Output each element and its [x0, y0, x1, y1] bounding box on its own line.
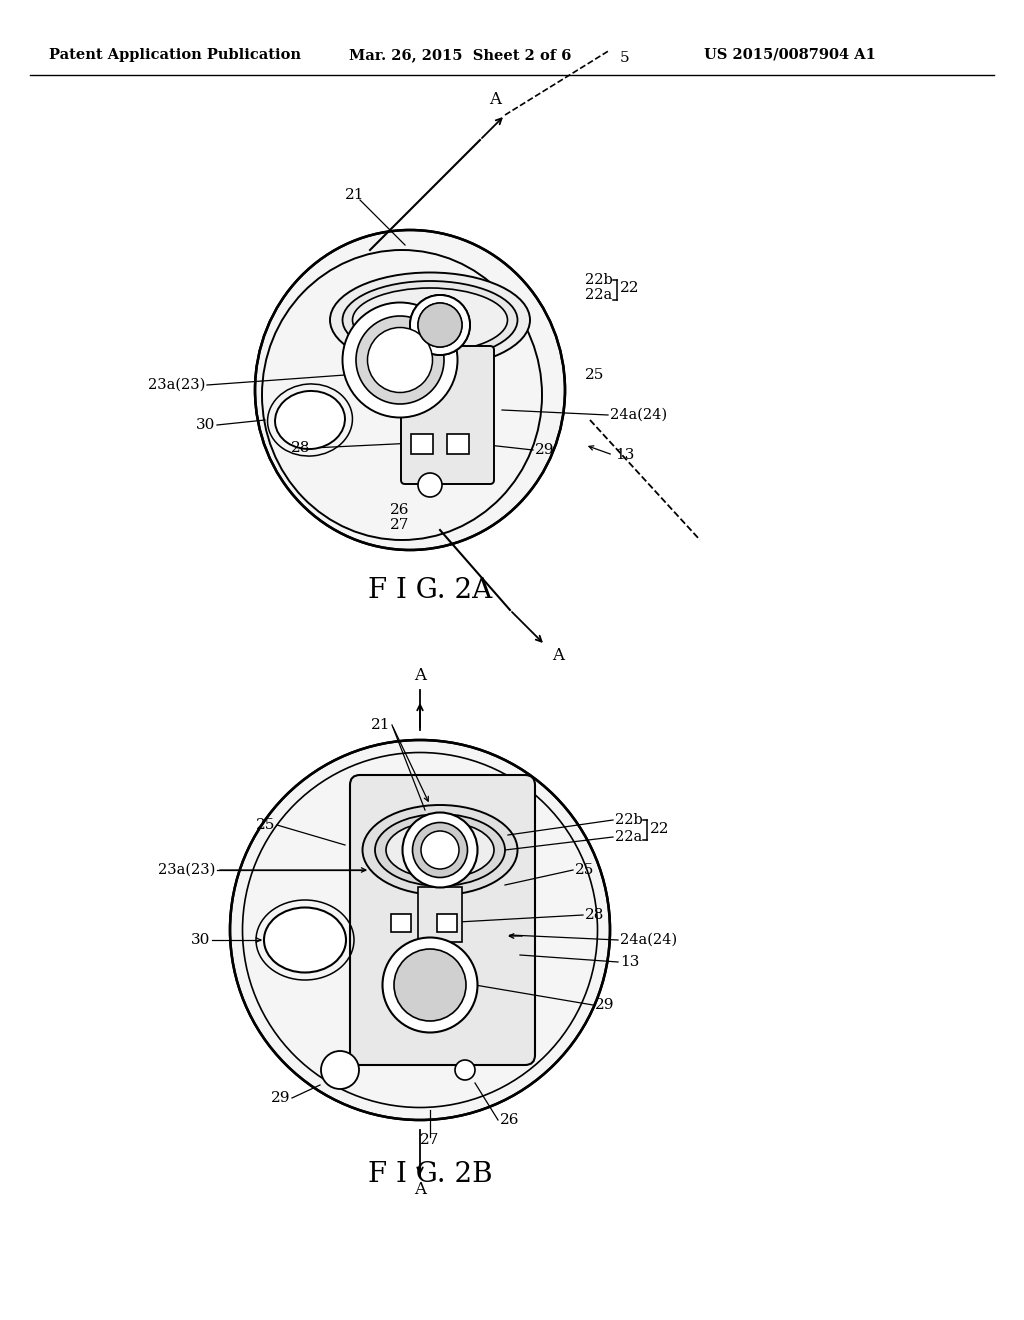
- Text: 26: 26: [500, 1113, 519, 1127]
- Text: 25: 25: [256, 818, 275, 832]
- Text: 13: 13: [615, 447, 635, 462]
- Text: 26: 26: [390, 503, 410, 517]
- Ellipse shape: [356, 315, 444, 404]
- Text: F I G. 2A: F I G. 2A: [368, 577, 493, 603]
- Text: 22: 22: [650, 822, 670, 836]
- Text: 13: 13: [620, 954, 639, 969]
- Ellipse shape: [410, 294, 470, 355]
- Text: 24a(24): 24a(24): [620, 933, 677, 946]
- Text: A: A: [414, 667, 426, 684]
- Text: 23a(23): 23a(23): [158, 863, 215, 876]
- Ellipse shape: [394, 949, 466, 1020]
- Ellipse shape: [383, 937, 477, 1032]
- Text: 28: 28: [585, 908, 604, 921]
- Ellipse shape: [321, 1051, 359, 1089]
- Text: 22a: 22a: [585, 288, 612, 302]
- Text: A: A: [552, 647, 564, 664]
- Ellipse shape: [368, 327, 432, 392]
- Text: 29: 29: [595, 998, 614, 1012]
- Ellipse shape: [413, 822, 468, 878]
- FancyBboxPatch shape: [437, 913, 457, 932]
- Ellipse shape: [264, 908, 346, 973]
- Text: 22b: 22b: [585, 273, 612, 286]
- Ellipse shape: [330, 272, 530, 367]
- Ellipse shape: [455, 1060, 475, 1080]
- FancyBboxPatch shape: [447, 434, 469, 454]
- Text: 24a(24): 24a(24): [610, 408, 667, 422]
- Ellipse shape: [402, 813, 477, 887]
- Text: 29: 29: [535, 444, 555, 457]
- Text: 30: 30: [196, 418, 215, 432]
- Text: 27: 27: [390, 517, 410, 532]
- Text: 25: 25: [585, 368, 604, 381]
- Text: Patent Application Publication: Patent Application Publication: [49, 48, 301, 62]
- Text: A: A: [489, 91, 501, 108]
- Text: Mar. 26, 2015  Sheet 2 of 6: Mar. 26, 2015 Sheet 2 of 6: [349, 48, 571, 62]
- Text: 22a: 22a: [615, 830, 642, 843]
- Text: 21: 21: [371, 718, 390, 733]
- FancyBboxPatch shape: [411, 434, 433, 454]
- FancyBboxPatch shape: [418, 887, 462, 942]
- Text: 30: 30: [190, 933, 210, 946]
- Ellipse shape: [418, 304, 462, 347]
- Ellipse shape: [342, 302, 458, 417]
- Text: 29: 29: [270, 1092, 290, 1105]
- Ellipse shape: [230, 741, 610, 1119]
- Ellipse shape: [275, 391, 345, 449]
- Ellipse shape: [410, 294, 470, 355]
- Text: F I G. 2B: F I G. 2B: [368, 1162, 493, 1188]
- Ellipse shape: [255, 230, 565, 550]
- Text: 23a(23): 23a(23): [147, 378, 205, 392]
- Text: 21: 21: [345, 187, 365, 202]
- Text: 5: 5: [621, 51, 630, 65]
- Ellipse shape: [418, 304, 462, 347]
- Text: 22b: 22b: [615, 813, 643, 828]
- Text: US 2015/0087904 A1: US 2015/0087904 A1: [705, 48, 876, 62]
- Ellipse shape: [418, 473, 442, 498]
- Text: 27: 27: [420, 1133, 439, 1147]
- Ellipse shape: [362, 805, 517, 895]
- FancyBboxPatch shape: [350, 775, 535, 1065]
- Text: A: A: [414, 1181, 426, 1199]
- Ellipse shape: [342, 281, 517, 359]
- FancyBboxPatch shape: [391, 913, 411, 932]
- Text: 28: 28: [291, 441, 310, 455]
- FancyBboxPatch shape: [401, 346, 494, 484]
- Text: 22: 22: [620, 281, 640, 294]
- Ellipse shape: [352, 288, 508, 352]
- Ellipse shape: [375, 814, 505, 886]
- Text: 25: 25: [575, 863, 594, 876]
- Ellipse shape: [421, 832, 459, 869]
- Ellipse shape: [386, 821, 494, 879]
